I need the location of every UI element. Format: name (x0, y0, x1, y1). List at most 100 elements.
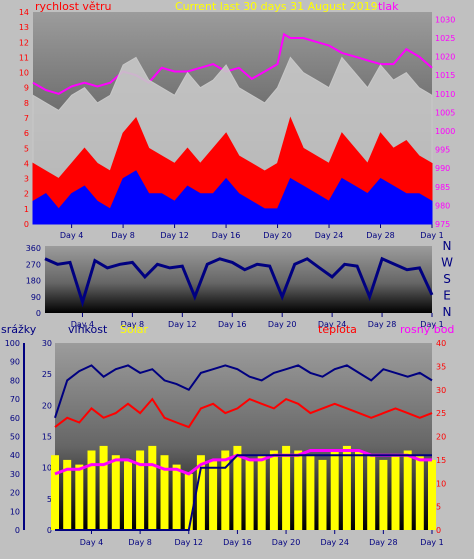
pressure-axis-tick-label-2: 985 (435, 183, 450, 192)
direction-x-tick-label-4: Day 20 (268, 320, 297, 329)
temperature-axis-tick-label-3: 15 (436, 456, 446, 465)
rain-axis-tick-label-4: 20 (42, 401, 52, 410)
humidity-line (54, 364, 433, 419)
direction-x-tick-label-0: Day 4 (71, 320, 94, 329)
wind-speed-label: rychlost větru (35, 0, 111, 13)
humidity-axis-tick-label-7: 70 (10, 395, 20, 404)
solar-bar (245, 459, 254, 530)
wind-direction-line (44, 256, 434, 308)
temperature-axis-tick-label-4: 20 (436, 433, 446, 442)
temperature-axis-tick-label-7: 35 (436, 362, 446, 371)
solar-bar (99, 445, 108, 530)
humidity-axis-tick-label-4: 40 (10, 451, 20, 460)
direction-axis-tick-label-6: 270 (26, 260, 41, 269)
direction-x-tick-label-2: Day 12 (168, 320, 197, 329)
pressure-axis-tick-label-3: 990 (435, 164, 450, 173)
wind-axis-tick-label-4: 4 (24, 159, 29, 168)
chart-title: Current last 30 days 31 August 2019 (175, 0, 378, 13)
humidity-label: vlhkost (68, 323, 108, 336)
solar-bar (318, 459, 327, 530)
pressure-label: tlak (378, 0, 399, 13)
wind-axis-tick-label-8: 8 (24, 99, 29, 108)
pressure-axis-tick-label-0: 975 (435, 220, 450, 229)
wind-axis-tick-label-2: 2 (24, 190, 29, 199)
rain-x-tick-label-0: Day 4 (80, 538, 103, 547)
rain-axis-tick-label-3: 15 (42, 433, 52, 442)
solar-label: Solar (120, 323, 149, 336)
solar-bar (51, 455, 59, 530)
solar-bar (428, 459, 436, 530)
pressure-axis-tick-label-5: 1000 (435, 127, 455, 136)
wind-axis-tick-label-14: 14 (19, 8, 29, 17)
rain-axis-tick-label-2: 10 (42, 464, 52, 473)
dew-point-label: rosný bod (400, 323, 454, 336)
compass-label-0: N (443, 239, 452, 253)
direction-x-tick-label-6: Day 28 (368, 320, 397, 329)
temperature-axis-tick-label-5: 25 (436, 409, 446, 418)
solar-bar (403, 450, 412, 530)
wind-direction-chart: 0 90 180 270 360 Day 4 Day 8 Day 12 Day 16 Day 20… (26, 239, 453, 329)
wind-x-tick-label-6: Day 28 (366, 231, 395, 240)
rain-line (55, 454, 432, 531)
wind-axis-tick-label-3: 3 (24, 175, 29, 184)
direction-panel-background (45, 246, 432, 313)
wind-axis-tick-label-0: 0 (24, 220, 29, 229)
compass-label-2: S (443, 272, 451, 286)
pressure-axis-tick-label-10: 1025 (435, 34, 455, 43)
solar-bar (257, 455, 266, 530)
rain-x-tick-label-3: Day 16 (223, 538, 252, 547)
rain-axis-tick-label-1: 5 (47, 495, 52, 504)
temperature-axis-tick-label-1: 5 (436, 503, 441, 512)
compass-label-1: W (441, 256, 453, 270)
pressure-axis-tick-label-8: 1015 (435, 71, 455, 80)
solar-bar (233, 445, 242, 530)
direction-x-tick-label-1: Day 8 (121, 320, 144, 329)
rain-x-tick-label-7: Day 1 (420, 538, 443, 547)
solar-bar (367, 455, 376, 530)
solar-bar (282, 445, 291, 530)
solar-bar (342, 445, 351, 530)
rain-axis-tick-label-5: 25 (42, 370, 52, 379)
solar-bar (124, 459, 132, 530)
rain-x-tick-label-5: Day 24 (320, 538, 349, 547)
solar-bar (209, 459, 218, 530)
solar-bar (75, 464, 84, 530)
wind-axis-tick-label-5: 5 (24, 144, 29, 153)
humidity-axis-tick-label-10: 100 (5, 339, 20, 348)
solar-bar (87, 450, 96, 530)
wind-axis-tick-label-1: 1 (24, 205, 29, 214)
humidity-axis-tick-label-6: 60 (10, 414, 20, 423)
rain-axis-tick-label-6: 30 (42, 339, 52, 348)
direction-axis-tick-label-4: 180 (26, 277, 41, 286)
wind-axis-tick-label-12: 12 (19, 38, 29, 47)
solar-bar (306, 455, 315, 530)
temperature-axis-tick-label-6: 30 (436, 386, 446, 395)
direction-x-tick-label-5: Day 24 (318, 320, 347, 329)
wind-axis-tick-label-7: 7 (24, 114, 29, 123)
humidity-axis-tick-label-3: 30 (10, 470, 20, 479)
solar-bar (160, 455, 169, 530)
solar-bar (415, 455, 424, 530)
solar-bar (355, 450, 363, 530)
direction-axis-tick-label-2: 90 (31, 293, 41, 302)
solar-bar (269, 450, 278, 530)
rain-x-tick-label-2: Day 12 (175, 538, 204, 547)
rain-x-tick-label-6: Day 28 (369, 538, 398, 547)
wind-axis-tick-label-9: 9 (24, 84, 29, 93)
wind-min-area (32, 170, 433, 225)
solar-bar (221, 450, 230, 530)
wind-axis-tick-label-10: 10 (19, 69, 29, 78)
temperature-line (54, 397, 433, 429)
humidity-axis-tick-label-0: 0 (15, 526, 20, 535)
pressure-axis-tick-label-1: 980 (435, 201, 450, 210)
solar-bar (196, 455, 205, 530)
humidity-axis-tick-label-2: 20 (10, 489, 20, 498)
solar-bar (111, 455, 120, 530)
temperature-label: teplota (318, 323, 357, 336)
temperature-axis-tick-label-0: 0 (436, 526, 441, 535)
solar-bar (294, 450, 303, 530)
solar-bar (391, 455, 400, 530)
wind-pressure-chart: 0123456789101112131497598098599099510001… (19, 8, 456, 240)
